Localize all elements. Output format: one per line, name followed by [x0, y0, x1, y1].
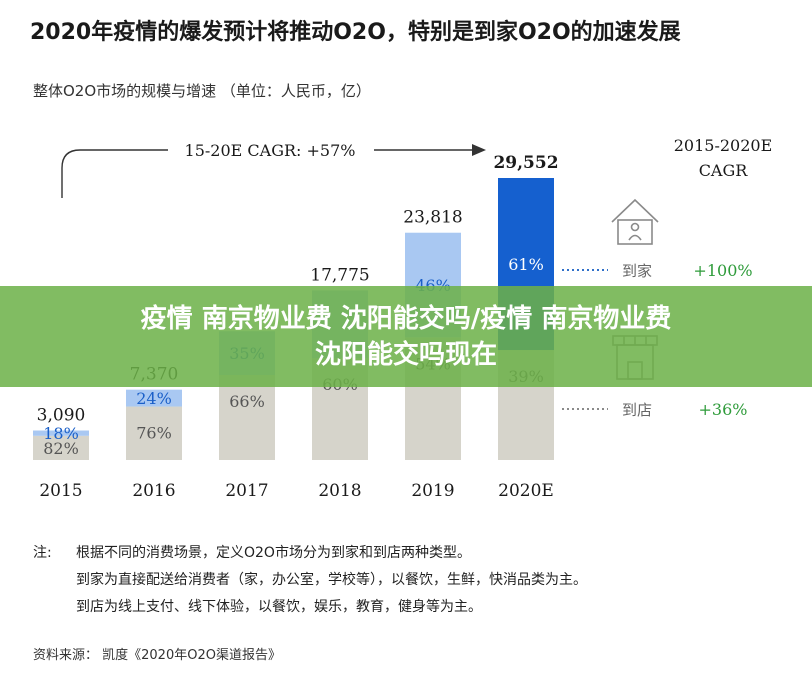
label-store-share-2016: 76% — [136, 424, 172, 443]
bar-store-2015 — [33, 435, 89, 460]
cagr-row-store-value: +36% — [699, 400, 748, 419]
note-line-2: 到家为直接配送给消费者（家，办公室，学校等），以餐饮，生鲜，快消品类为主。 — [76, 571, 587, 588]
bar-store-2017 — [219, 374, 275, 460]
bar-home-2016 — [126, 389, 182, 407]
cagr-row-home-label: 到家 — [622, 262, 652, 280]
x-tick-2016: 2016 — [132, 481, 175, 501]
bar-home-2015 — [33, 430, 89, 436]
label-total-2015: 3,090 — [37, 406, 86, 426]
banner-line-1: 疫情 南京物业费 沈阳能交吗/疫情 南京物业费 — [140, 303, 672, 334]
label-total-2019: 23,818 — [403, 208, 462, 228]
x-tick-2015: 2015 — [39, 481, 82, 501]
page-title: 2020年疫情的爆发预计将推动O2O，特别是到家O2O的加速发展 — [30, 19, 681, 45]
x-tick-2020E: 2020E — [498, 481, 554, 501]
cagr-arrow-head — [472, 144, 486, 156]
chart-subtitle: 整体O2O市场的规模与增速 （单位：人民币，亿） — [33, 82, 371, 100]
note-line-3: 到店为线上支付、线下体验，以餐饮，娱乐，教育，健身等为主。 — [76, 598, 482, 615]
label-total-2020E: 29,552 — [493, 153, 558, 173]
x-tick-2017: 2017 — [225, 481, 268, 501]
label-home-share-2016: 24% — [136, 389, 172, 408]
cagr-header-line2: CAGR — [699, 161, 749, 180]
banner-line-2: 沈阳能交吗现在 — [314, 339, 497, 370]
overlay-banner: 疫情 南京物业费 沈阳能交吗/疫情 南京物业费 沈阳能交吗现在 — [0, 286, 812, 387]
notes-label: 注: — [33, 545, 52, 561]
label-store-share-2017: 66% — [229, 392, 265, 411]
bar-store-2016 — [126, 406, 182, 460]
label-home-share-2015: 18% — [43, 424, 79, 443]
home-icon — [611, 198, 659, 245]
x-tick-2019: 2019 — [411, 481, 454, 501]
note-line-1: 根据不同的消费场景，定义O2O市场分为到家和到店两种类型。 — [76, 544, 471, 561]
cagr-row-store-label: 到店 — [622, 401, 652, 419]
x-tick-2018: 2018 — [318, 481, 361, 501]
label-home-share-2020E: 61% — [508, 255, 544, 274]
label-total-2018: 17,775 — [310, 265, 369, 285]
cagr-header-line1: 2015-2020E — [674, 136, 773, 155]
cagr-row-home-value: +100% — [693, 261, 752, 280]
cagr-arrow-left — [61, 149, 168, 198]
source-note: 资料来源： 凯度《2020年O2O渠道报告》 — [33, 647, 281, 663]
label-store-share-2015: 82% — [43, 439, 79, 458]
cagr-arrow-label: 15-20E CAGR: +57% — [185, 141, 356, 160]
